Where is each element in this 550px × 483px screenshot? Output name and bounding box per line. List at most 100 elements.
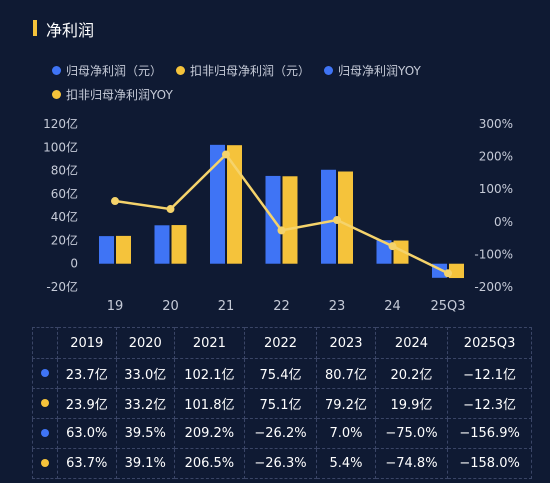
x-axis-tick-label: 21 (218, 299, 235, 314)
table-row-marker-cell (32, 448, 58, 479)
table-cell: 33.0亿 (115, 358, 175, 389)
table-row-marker-cell (32, 388, 58, 419)
legend-item-net-profit[interactable]: 归母净利润（元） (52, 62, 162, 79)
table-row: 23.7亿 33.0亿 102.1亿 75.4亿 80.7亿 20.2亿 −12.1亿 (32, 358, 532, 389)
deducted-profit-bar (338, 171, 353, 264)
yoy-point (166, 205, 175, 214)
table-cell: −74.8% (374, 448, 449, 479)
left-axis-tick-label: 40亿 (51, 209, 78, 224)
table-cell: −156.9% (447, 418, 532, 449)
yoy-point (222, 150, 230, 159)
left-axis-tick-label: 100亿 (43, 139, 78, 154)
right-axis-tick-label: -100% (474, 247, 513, 261)
legend-item-net-profit-yoy[interactable]: 归母净利润YOY (324, 62, 421, 79)
table-cell: −12.3亿 (447, 388, 532, 419)
table-cell: 39.1% (115, 448, 175, 479)
table-cell: 63.0% (57, 418, 117, 449)
yoy-point (444, 269, 452, 278)
table-cell: 20.2亿 (374, 358, 449, 389)
table-cell: 23.7亿 (57, 358, 117, 389)
table-cell: 39.5% (115, 418, 175, 449)
table-cell: 80.7亿 (316, 358, 376, 389)
table-cell: 79.2亿 (316, 388, 376, 419)
net-profit-bar (321, 169, 336, 264)
yoy-point (277, 226, 286, 235)
yoy-point (111, 197, 119, 206)
right-axis-tick-label: -200% (474, 280, 513, 294)
legend-label: 归母净利润YOY (338, 64, 421, 78)
deducted-profit-bar (393, 240, 409, 264)
left-axis-tick-label: 120亿 (43, 116, 78, 131)
right-axis-tick-label: 0% (494, 215, 513, 229)
table-cell: 209.2% (174, 418, 245, 449)
right-axis-tick-label: 300% (479, 117, 513, 131)
x-axis-tick-label: 25Q3 (430, 299, 465, 314)
series-dot-icon (41, 429, 49, 437)
table-cell: −26.3% (243, 448, 318, 479)
series-dot-icon (41, 369, 49, 377)
net-profit-bar (99, 236, 114, 264)
table-cell: −26.2% (243, 418, 318, 449)
net-profit-bar (376, 240, 392, 264)
left-axis-tick-label: -20亿 (46, 279, 78, 294)
series-dot-icon (41, 399, 49, 407)
table-cell: 206.5% (174, 448, 245, 479)
right-axis-tick-label: 200% (479, 150, 513, 164)
deducted-profit-bar (282, 176, 298, 264)
table-row-marker-cell (32, 418, 58, 449)
table-cell: −75.0% (374, 418, 449, 449)
table-cell: 5.4% (316, 448, 376, 479)
legend-dot (324, 66, 334, 75)
left-axis-tick-label: 60亿 (51, 186, 78, 201)
yoy-point (388, 242, 397, 251)
title-accent (33, 20, 37, 36)
x-axis-tick-label: 23 (329, 299, 346, 314)
x-axis-tick-label: 19 (107, 299, 124, 314)
table-row-marker-cell (32, 358, 58, 389)
deducted-profit-bar (171, 225, 187, 264)
left-axis-tick-label: 20亿 (51, 232, 78, 247)
legend-label: 扣非归母净利润（元） (190, 64, 311, 78)
data-table: 2019 2020 2021 2022 2023 2024 2025Q3 23.… (32, 327, 532, 479)
legend-dot (52, 66, 61, 75)
table-header: 2021 (174, 327, 245, 359)
table-cell: −158.0% (447, 448, 532, 479)
x-axis-tick-label: 24 (384, 299, 401, 314)
table-cell: 63.7% (57, 448, 117, 479)
table-header: 2020 (115, 327, 175, 359)
table-cell: 7.0% (316, 418, 376, 449)
table-cell: −12.1亿 (447, 358, 532, 389)
legend-row-1: 归母净利润（元） 扣非归母净利润（元） 归母净利润YOY (52, 62, 435, 79)
net-profit-bar (154, 225, 170, 264)
table-cell: 75.1亿 (243, 388, 318, 419)
net-profit-chart: 120亿 100亿 80亿 60亿 40亿 20亿 0 -20亿 300% 200% 100% 0% -… (43, 116, 513, 314)
right-axis-tick-label: 100% (479, 182, 513, 196)
legend-dot (176, 66, 186, 75)
series-dot-icon (41, 459, 49, 467)
table-header: 2025Q3 (447, 327, 532, 359)
left-axis-tick-label: 80亿 (51, 163, 78, 178)
deducted-profit-bar (116, 235, 131, 264)
table-cell: 23.9亿 (57, 388, 117, 419)
legend-dot (52, 90, 61, 99)
table-header: 2022 (243, 327, 318, 359)
table-cell: 19.9亿 (374, 388, 449, 419)
table-cell: 33.2亿 (115, 388, 175, 419)
table-header-row: 2019 2020 2021 2022 2023 2024 2025Q3 (32, 327, 532, 359)
table-row: 63.7% 39.1% 206.5% −26.3% 5.4% −74.8% −158.0% (32, 448, 532, 479)
table-corner-cell (32, 327, 58, 359)
table-cell: 101.8亿 (174, 388, 245, 419)
x-axis-tick-label: 22 (273, 299, 290, 314)
table-header: 2023 (316, 327, 376, 359)
legend-item-deducted-profit-yoy[interactable]: 扣非归母净利润YOY (52, 86, 173, 103)
table-row: 63.0% 39.5% 209.2% −26.2% 7.0% −75.0% −156.9% (32, 418, 532, 449)
legend-label: 扣非归母净利润YOY (66, 88, 173, 102)
x-axis-tick-label: 20 (162, 299, 179, 314)
table-row: 23.9亿 33.2亿 101.8亿 75.1亿 79.2亿 19.9亿 −12.3亿 (32, 388, 532, 419)
chart-title: 净利润 (46, 21, 95, 40)
yoy-point (333, 216, 341, 225)
table-cell: 75.4亿 (243, 358, 318, 389)
legend-item-deducted-profit[interactable]: 扣非归母净利润（元） (176, 62, 310, 79)
deducted-profit-bar (449, 263, 464, 279)
net-profit-bar (210, 144, 225, 264)
